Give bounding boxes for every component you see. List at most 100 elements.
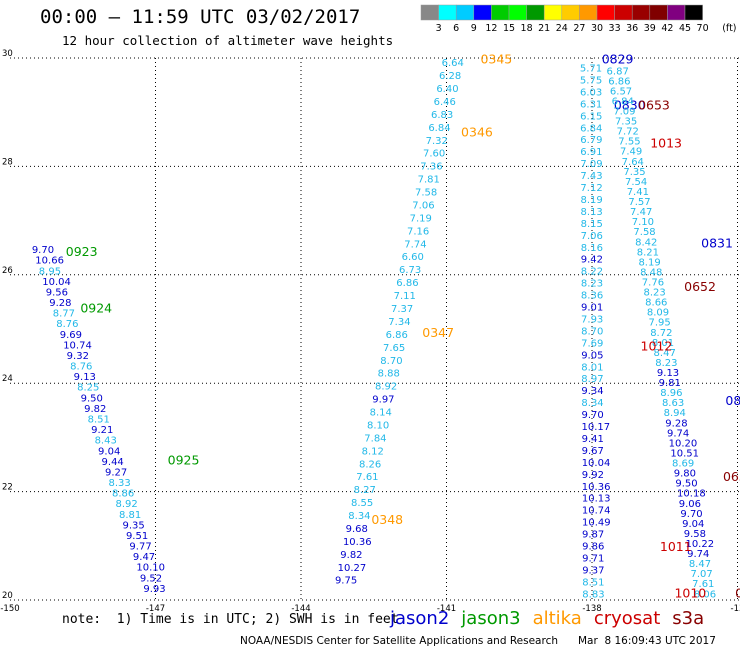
- data-label: 8.95: [39, 266, 61, 277]
- time-label: 0831: [701, 236, 733, 251]
- colorbar-label: 70: [697, 23, 709, 34]
- time-label: 0924: [80, 301, 112, 316]
- data-label: 10.04: [582, 458, 611, 469]
- colorbar-label: 18: [521, 23, 533, 34]
- data-label: 7.06: [581, 231, 603, 242]
- data-label: 10.10: [136, 563, 165, 574]
- data-label: 8.23: [581, 279, 603, 290]
- data-label: 7.37: [391, 304, 413, 315]
- data-label: 9.70: [581, 410, 603, 421]
- data-label: 8.51: [88, 414, 110, 425]
- track-altika: 6.64 6.28 6.40 6.46 6.83 6.84 7.32 7.60 7.36 7.81…: [335, 51, 512, 586]
- data-label: 9.32: [67, 351, 89, 362]
- data-label: 8.70: [581, 326, 603, 337]
- data-label: 8.21: [637, 247, 659, 258]
- data-label: 6.84: [428, 123, 450, 134]
- data-label: 7.58: [633, 227, 655, 238]
- data-label: 8.96: [660, 388, 682, 399]
- colorbar-label: 33: [609, 23, 621, 34]
- data-label: 9.27: [105, 467, 127, 478]
- data-label: 8.97: [581, 374, 603, 385]
- data-label: 9.42: [581, 255, 603, 266]
- y-tick-label: 22: [2, 483, 13, 493]
- colorbar-cell: [667, 4, 686, 21]
- data-label: 8.47: [689, 559, 711, 570]
- y-tick-label: 30: [2, 49, 13, 59]
- data-label: 10.20: [669, 438, 698, 449]
- data-label: 8.16: [581, 243, 603, 254]
- time-label: 1011: [660, 539, 692, 554]
- track-jason2: 5.715.756.036.316.156.846.796.917.097.43…: [580, 51, 740, 600]
- data-label: 9.70: [32, 245, 54, 256]
- data-label: 9.93: [143, 584, 165, 595]
- data-label: 9.52: [140, 573, 162, 584]
- data-label: 5.75: [580, 75, 602, 86]
- data-label: 8.76: [70, 362, 92, 373]
- time-label: 0347: [422, 325, 454, 340]
- page-subtitle: 12 hour collection of altimeter wave hei…: [62, 33, 394, 48]
- time-label: 0829: [602, 51, 634, 66]
- time-label: 0348: [371, 512, 403, 527]
- data-label: 8.81: [119, 510, 141, 521]
- data-label: 8.47: [654, 348, 676, 359]
- data-label: 9.47: [133, 552, 155, 563]
- data-label: 8.42: [635, 237, 657, 248]
- legend-item-altika: altika: [532, 608, 582, 629]
- x-tick-label: -144: [291, 604, 310, 614]
- data-label: 8.76: [56, 319, 78, 330]
- data-label: 9.50: [675, 479, 697, 490]
- time-label: 0346: [461, 125, 493, 140]
- data-label: 7.11: [394, 291, 416, 302]
- colorbar-cell: [596, 4, 615, 21]
- data-label: 7.16: [407, 226, 429, 237]
- data-label: 9.86: [582, 541, 604, 552]
- data-label: 8.72: [650, 328, 672, 339]
- time-label: 1012: [641, 339, 673, 354]
- data-label: 9.28: [49, 298, 71, 309]
- data-label: 8.34: [348, 511, 370, 522]
- data-label: 6.83: [431, 110, 453, 121]
- data-label: 10.04: [42, 277, 71, 288]
- colorbar-label: 39: [644, 23, 656, 34]
- data-label: 6.31: [580, 99, 602, 110]
- data-label: 7.06: [412, 200, 434, 211]
- data-label: 7.93: [581, 314, 603, 325]
- data-label: 10.36: [582, 482, 611, 493]
- data-label: 10.66: [35, 256, 64, 267]
- x-tick-label: -150: [0, 604, 19, 614]
- data-label: 6.03: [580, 87, 602, 98]
- data-label: 10.27: [338, 563, 367, 574]
- data-label: 6.73: [399, 265, 421, 276]
- y-tick-label: 24: [2, 374, 13, 384]
- data-label: 8.92: [115, 499, 137, 510]
- data-label: 6.15: [580, 111, 602, 122]
- chart-grid: [10, 57, 740, 601]
- data-label: 7.64: [622, 157, 644, 168]
- data-label: 8.13: [581, 207, 603, 218]
- data-label: 8.86: [112, 489, 134, 500]
- data-label: 7.69: [581, 338, 603, 349]
- data-label: 9.44: [102, 457, 124, 468]
- data-label: 9.56: [46, 287, 68, 298]
- data-label: 7.49: [620, 147, 642, 158]
- time-label: 0652: [684, 279, 716, 294]
- colorbar-cell: [579, 4, 598, 21]
- data-label: 9.13: [74, 372, 96, 383]
- data-label: 9.87: [582, 530, 604, 541]
- data-label: 7.12: [580, 183, 602, 194]
- data-label: 7.41: [627, 187, 649, 198]
- time-label: 0830: [614, 97, 646, 112]
- data-label: 8.36: [581, 291, 603, 302]
- data-label: 8.88: [378, 369, 400, 380]
- track-jason3: 9.7010.668.9510.049.569.288.778.769.6910…: [32, 244, 200, 595]
- data-label: 8.25: [77, 383, 99, 394]
- data-label: 10.49: [582, 518, 611, 529]
- data-label: 9.80: [674, 469, 696, 480]
- data-label: 10.74: [582, 506, 611, 517]
- data-label: 9.75: [335, 576, 357, 587]
- data-label: 9.81: [659, 378, 681, 389]
- x-tick-label: -147: [146, 604, 165, 614]
- data-label: 7.09: [613, 106, 635, 117]
- data-label: 9.13: [657, 368, 679, 379]
